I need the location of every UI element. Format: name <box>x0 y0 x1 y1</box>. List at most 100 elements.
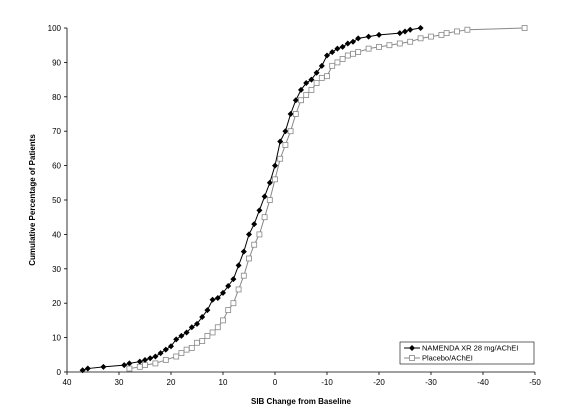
series-1-point <box>199 313 206 320</box>
series-2-point <box>173 353 180 360</box>
series-1-point <box>292 97 299 104</box>
y-tick-label: 80 <box>52 93 61 102</box>
x-ticks: 40 30 20 10 0 -10 -20 -30 -40 -50 <box>63 372 541 387</box>
plot-area: 40 30 20 10 0 -10 -20 -30 -40 -50 010203040506070… <box>48 24 542 387</box>
series-2-point <box>298 97 304 104</box>
series-2-point <box>318 74 325 81</box>
series-1-point <box>209 296 216 303</box>
series-2-point <box>334 59 341 66</box>
series-1-point <box>235 262 242 269</box>
series-1-point <box>204 307 211 314</box>
series-2-point <box>344 52 351 59</box>
series-1-point <box>84 365 91 372</box>
series-2-point <box>194 339 200 346</box>
series-2-point <box>272 176 278 183</box>
series-1-point <box>168 343 174 350</box>
series-2-point <box>428 33 434 40</box>
series-2-point <box>240 272 247 279</box>
series-2-point <box>199 338 206 344</box>
series-1-point <box>147 355 154 362</box>
series-1-point <box>251 221 258 228</box>
legend-marker-series-2 <box>409 355 415 361</box>
y-axis-title: Cumulative Percentage of Patients <box>28 134 37 266</box>
series-line-2 <box>129 27 525 370</box>
series-1-point <box>417 25 424 31</box>
series-2-point <box>282 142 289 148</box>
x-tick-label: 0 <box>273 378 278 387</box>
series-1-point <box>407 26 414 33</box>
legend-box <box>399 341 535 365</box>
series-1-point <box>121 362 128 369</box>
series-1-point <box>344 40 351 47</box>
series-markers <box>79 25 528 374</box>
series-1-point <box>313 69 320 76</box>
y-tick-label: 60 <box>52 162 61 171</box>
series-2-point <box>303 92 310 98</box>
x-tick-label: 40 <box>63 378 72 387</box>
series-2-point <box>162 357 169 363</box>
y-tick-label: 70 <box>52 127 61 136</box>
series-1-point <box>298 86 304 93</box>
series-line-1 <box>82 27 421 371</box>
series-2-point <box>188 345 195 351</box>
series-1-point <box>277 138 284 145</box>
series-1-point <box>355 35 362 42</box>
legend-marker-series-1 <box>409 345 415 351</box>
series-2-point <box>350 50 356 57</box>
y-tick-label: 10 <box>52 334 61 343</box>
series-2-point <box>142 362 148 369</box>
x-tick-label: 10 <box>219 378 228 387</box>
series-2-point <box>365 45 372 52</box>
series-1-point <box>272 162 278 169</box>
series-1-point <box>100 363 107 370</box>
series-1-point <box>188 324 195 331</box>
x-tick-label: 30 <box>115 378 124 387</box>
series-2-point <box>443 30 450 37</box>
series-1-point <box>178 332 185 339</box>
series-2-point <box>292 111 299 117</box>
series-1-point <box>282 128 289 135</box>
series-1-point <box>126 360 133 367</box>
legend-label-series-2: Placebo/AChEI <box>422 354 473 363</box>
series-1-point <box>329 49 336 56</box>
series-1-point <box>152 353 159 360</box>
y-tick-label: 40 <box>52 230 61 239</box>
series-2-point <box>251 241 258 248</box>
series-1-point <box>136 358 143 365</box>
series-2-point <box>277 155 284 162</box>
series-2-point <box>152 360 159 367</box>
series-2-point <box>235 286 242 293</box>
series-2-point <box>230 300 237 307</box>
series-2-point <box>438 31 445 38</box>
legend: NAMENDA XR 28 mg/AChEI Placebo/AChEI <box>399 341 535 365</box>
series-1-point <box>173 336 180 343</box>
y-tick-label: 30 <box>52 265 61 274</box>
series-2-point <box>324 73 330 80</box>
series-2-point <box>355 49 362 55</box>
x-tick-label: -10 <box>321 378 333 387</box>
series-2-point <box>126 365 133 372</box>
series-2-point <box>136 363 143 370</box>
series-1-point <box>183 329 190 336</box>
series-2-point <box>521 25 528 31</box>
series-1-point <box>308 76 315 83</box>
series-1-point <box>142 356 148 363</box>
x-tick-label: -30 <box>425 378 437 387</box>
series-2-point <box>313 80 320 86</box>
y-tick-label: 100 <box>48 24 62 33</box>
series-1-point <box>350 38 356 45</box>
series-1-point <box>376 31 382 38</box>
series-2-point <box>396 40 403 47</box>
series-1-point <box>225 283 232 289</box>
y-ticks: 0 10 20 30 40 50 60 70 80 90 100 <box>48 24 67 377</box>
series-1-point <box>303 80 310 87</box>
x-tick-label: -50 <box>529 378 541 387</box>
series-2-point <box>266 197 273 203</box>
series-2-point <box>454 28 460 35</box>
series-2-point <box>256 231 263 238</box>
series-1-point <box>230 276 237 283</box>
series-2-point <box>417 35 424 42</box>
series-2-point <box>183 346 190 353</box>
series-2-point <box>220 317 226 324</box>
